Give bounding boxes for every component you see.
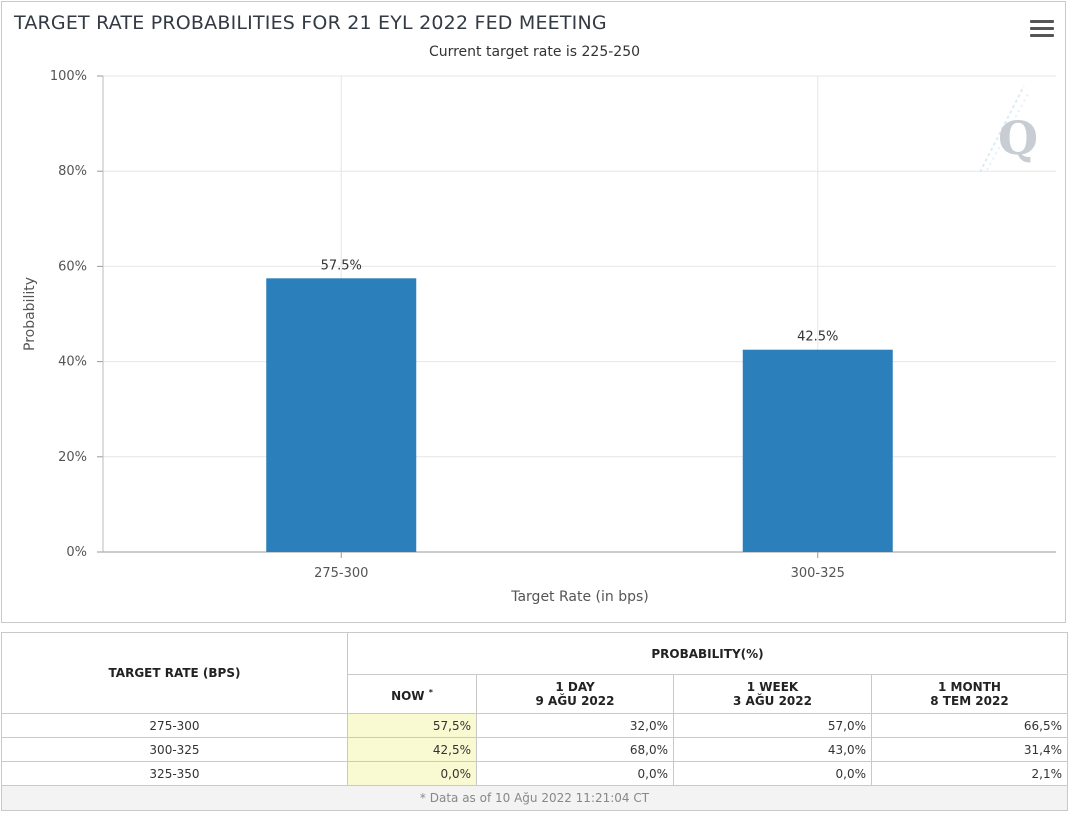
svg-text:Q: Q — [998, 111, 1038, 165]
month-cell: 66,5% — [871, 713, 1068, 738]
hamburger-menu-icon[interactable] — [1030, 20, 1054, 40]
header-1-day-date: 9 AĞU 2022 — [535, 694, 615, 708]
bar-chart: Q 0% 20% 40% 60% 80% 100% 57.5% 275-300 42.5% 300… — [22, 69, 1056, 605]
chart-panel: TARGET RATE PROBABILITIES FOR 21 EYL 202… — [1, 1, 1066, 623]
header-1-day-label: 1 DAY — [555, 680, 595, 694]
header-now-label: NOW — [391, 688, 425, 703]
y-axis-title: Probability — [22, 277, 38, 351]
probability-table: TARGET RATE (BPS) PROBABILITY(%) NOW * 1… — [1, 632, 1068, 811]
now-cell: 42,5% — [347, 737, 477, 762]
table-row: 325-350 0,0% 0,0% 0,0% 2,1% — [1, 761, 1068, 786]
table-row: 300-325 42,5% 68,0% 43,0% 31,4% — [1, 737, 1068, 762]
bar[interactable] — [266, 278, 417, 552]
rate-cell: 300-325 — [1, 737, 348, 762]
header-1-week: 1 WEEK 3 AĞU 2022 — [673, 674, 872, 714]
x-axis-title: Target Rate (in bps) — [510, 589, 649, 605]
rate-cell: 325-350 — [1, 761, 348, 786]
chart-title: TARGET RATE PROBABILITIES FOR 21 EYL 202… — [14, 12, 607, 34]
bar[interactable] — [742, 349, 893, 552]
header-1-month-label: 1 MONTH — [938, 680, 1001, 694]
header-1-month-date: 8 TEM 2022 — [930, 694, 1009, 708]
y-tick-label: 20% — [58, 450, 87, 465]
data-timestamp: * Data as of 10 Ağu 2022 11:21:04 CT — [1, 785, 1068, 811]
q-logo-icon: Q — [979, 85, 1038, 173]
y-tick-label: 100% — [50, 69, 87, 84]
x-tick-label: 300-325 — [791, 566, 845, 581]
month-cell: 2,1% — [871, 761, 1068, 786]
day-cell: 0,0% — [476, 761, 674, 786]
chart-subtitle: Current target rate is 225-250 — [428, 44, 641, 60]
y-tick-label: 40% — [58, 355, 87, 370]
header-target-rate: TARGET RATE (BPS) — [1, 632, 348, 714]
week-cell: 43,0% — [673, 737, 872, 762]
header-1-week-label: 1 WEEK — [746, 680, 799, 694]
bar-data-label: 42.5% — [797, 330, 838, 345]
week-cell: 0,0% — [673, 761, 872, 786]
day-cell: 32,0% — [476, 713, 674, 738]
day-cell: 68,0% — [476, 737, 674, 762]
week-cell: 57,0% — [673, 713, 872, 738]
y-tick-label: 60% — [58, 259, 87, 274]
bar-data-label: 57.5% — [321, 258, 362, 273]
header-now-mark: * — [428, 687, 433, 697]
header-1-month: 1 MONTH 8 TEM 2022 — [871, 674, 1068, 714]
y-tick-label: 80% — [58, 164, 87, 179]
now-cell: 0,0% — [347, 761, 477, 786]
header-probability: PROBABILITY(%) — [347, 632, 1068, 675]
month-cell: 31,4% — [871, 737, 1068, 762]
x-tick-label: 275-300 — [314, 566, 368, 581]
rate-cell: 275-300 — [1, 713, 348, 738]
header-now: NOW * — [347, 674, 477, 714]
table-row: 275-300 57,5% 32,0% 57,0% 66,5% — [1, 713, 1068, 738]
header-1-day: 1 DAY 9 AĞU 2022 — [476, 674, 674, 714]
header-1-week-date: 3 AĞU 2022 — [733, 694, 812, 708]
now-cell: 57,5% — [347, 713, 477, 738]
y-tick-label: 0% — [66, 545, 87, 560]
